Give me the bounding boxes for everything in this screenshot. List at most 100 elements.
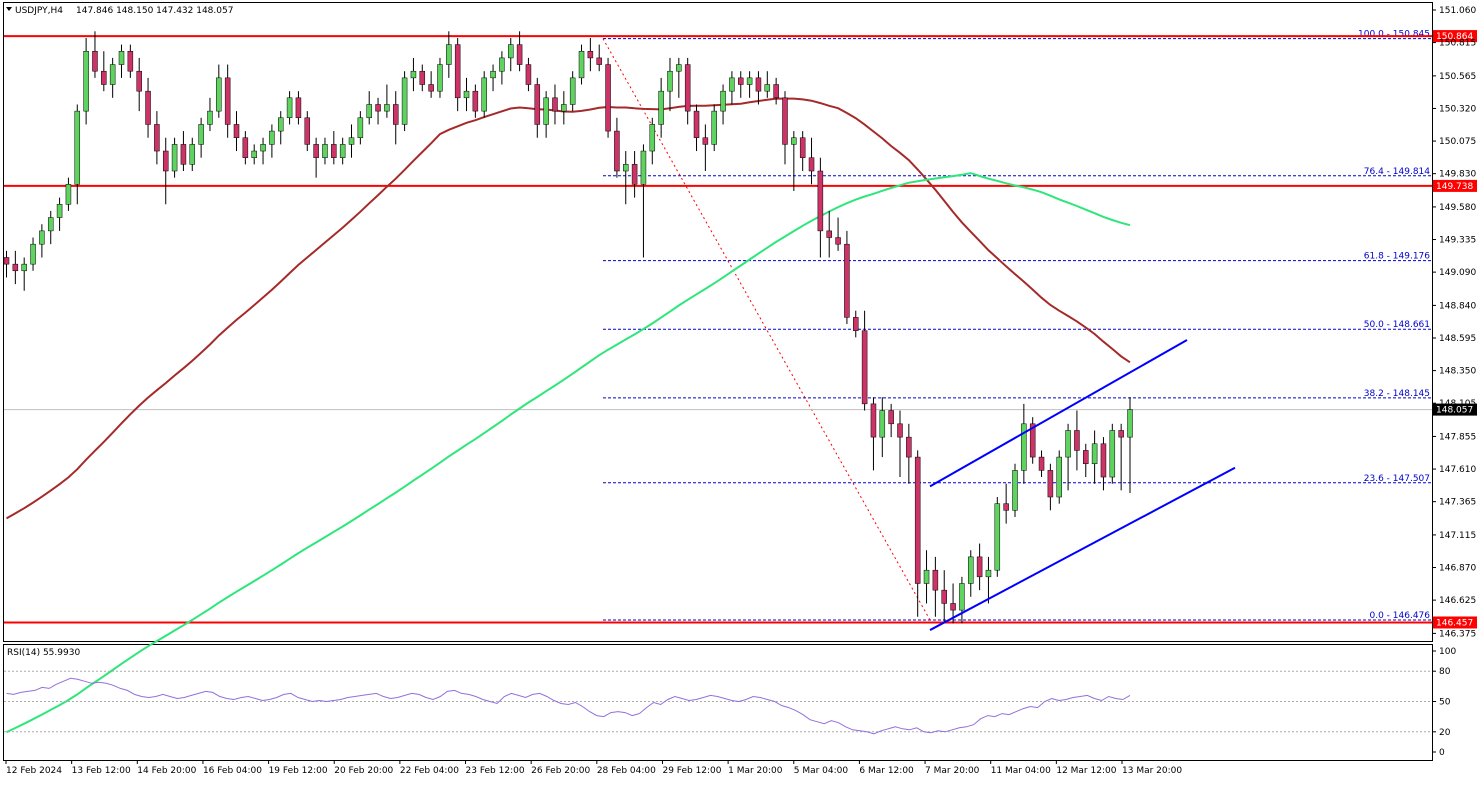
candle-bearish[interactable] [534, 84, 541, 125]
candle-bearish[interactable] [1029, 423, 1036, 458]
candle-bullish[interactable] [764, 84, 771, 92]
candle-bullish[interactable] [198, 124, 204, 145]
candle-bullish[interactable] [269, 130, 275, 145]
candle-bullish[interactable] [879, 410, 886, 438]
candle-bearish[interactable] [888, 410, 894, 425]
candle-bullish[interactable] [437, 64, 443, 92]
candle-bullish[interactable] [171, 144, 178, 172]
candle-bullish[interactable] [189, 144, 196, 165]
candle-bullish[interactable] [791, 137, 797, 145]
candle-bearish[interactable] [304, 117, 311, 145]
candle-bearish[interactable] [587, 50, 594, 59]
candle-bullish[interactable] [499, 57, 505, 72]
candle-bullish[interactable] [322, 144, 328, 158]
candle-bullish[interactable] [1127, 409, 1133, 438]
candle-bullish[interactable] [968, 556, 974, 584]
candle-bullish[interactable] [83, 50, 89, 112]
candle-bearish[interactable] [242, 137, 249, 158]
candle-bullish[interactable] [569, 77, 576, 105]
candle-bearish[interactable] [162, 150, 169, 172]
candle-bullish[interactable] [357, 117, 364, 138]
candle-bullish[interactable] [339, 144, 346, 158]
candle-bearish[interactable] [826, 230, 832, 238]
candle-bullish[interactable] [578, 50, 585, 79]
candle-bullish[interactable] [561, 104, 567, 112]
candle-bearish[interactable] [861, 330, 868, 405]
candle-bearish[interactable] [738, 77, 744, 85]
candle-bullish[interactable] [56, 204, 63, 218]
candle-bearish[interactable] [914, 456, 921, 584]
candle-bearish[interactable] [950, 603, 956, 611]
candle-bearish[interactable] [614, 130, 620, 172]
candle-bullish[interactable] [410, 70, 417, 79]
channel-upper-line[interactable] [929, 339, 1188, 488]
candle-bullish[interactable] [39, 230, 45, 245]
candle-bullish[interactable] [543, 97, 549, 125]
candle-bearish[interactable] [92, 50, 98, 72]
candle-bullish[interactable] [277, 117, 284, 132]
candle-bearish[interactable] [136, 70, 142, 92]
candle-bullish[interactable] [348, 137, 355, 145]
candle-bearish[interactable] [375, 104, 381, 112]
candle-bullish[interactable] [640, 150, 647, 185]
candle-bearish[interactable] [932, 569, 939, 591]
candle-bullish[interactable] [366, 104, 372, 119]
candle-bearish[interactable] [976, 556, 983, 578]
candle-bearish[interactable] [12, 263, 19, 272]
candle-bullish[interactable] [1021, 423, 1027, 471]
candle-bearish[interactable] [295, 97, 302, 119]
candle-bearish[interactable] [331, 144, 337, 158]
candle-bullish[interactable] [1091, 443, 1098, 464]
candle-bearish[interactable] [853, 317, 859, 331]
rsi-panel[interactable] [3, 644, 1433, 761]
candle-bullish[interactable] [507, 44, 514, 59]
candle-bullish[interactable] [65, 184, 72, 205]
candle-bearish[interactable] [313, 144, 319, 158]
candle-bearish[interactable] [755, 77, 762, 92]
candle-bullish[interactable] [649, 124, 656, 152]
candle-bearish[interactable] [1083, 450, 1089, 464]
candle-bearish[interactable] [702, 137, 709, 145]
candle-bullish[interactable] [260, 144, 266, 152]
candle-bullish[interactable] [481, 77, 487, 112]
channel-lower-line[interactable] [929, 466, 1236, 631]
candle-bullish[interactable] [667, 70, 673, 92]
candle-bullish[interactable] [109, 64, 116, 85]
candle-bullish[interactable] [623, 164, 629, 172]
candle-bearish[interactable] [870, 403, 877, 438]
candle-bullish[interactable] [711, 110, 717, 145]
candle-bearish[interactable] [145, 90, 151, 125]
candle-bearish[interactable] [419, 70, 426, 85]
candle-bearish[interactable] [844, 243, 850, 318]
candle-bearish[interactable] [1038, 456, 1045, 471]
candle-bullish[interactable] [729, 77, 735, 92]
moving-average-slow[interactable] [6, 97, 1131, 520]
candle-bearish[interactable] [684, 64, 691, 112]
dropdown-arrow-icon[interactable] [6, 7, 12, 11]
candle-bearish[interactable] [525, 64, 532, 85]
candle-bearish[interactable] [1118, 430, 1124, 438]
rsi-line[interactable] [6, 677, 1131, 735]
candle-bullish[interactable] [216, 77, 222, 112]
candle-bearish[interactable] [906, 436, 912, 458]
candle-bearish[interactable] [1100, 443, 1107, 478]
candle-bullish[interactable] [251, 150, 257, 158]
candle-bullish[interactable] [30, 243, 36, 265]
candle-bullish[interactable] [923, 569, 930, 584]
candle-bearish[interactable] [773, 84, 779, 99]
candle-bullish[interactable] [118, 50, 125, 65]
candle-bearish[interactable] [428, 84, 434, 92]
candle-bullish[interactable] [658, 90, 664, 125]
candle-bearish[interactable] [596, 57, 602, 65]
candle-bearish[interactable] [835, 237, 841, 245]
candle-bearish[interactable] [552, 97, 558, 112]
candle-bullish[interactable] [490, 70, 496, 79]
candle-bearish[interactable] [127, 50, 134, 72]
candle-bullish[interactable] [207, 110, 213, 125]
candle-bearish[interactable] [941, 589, 947, 604]
candle-bullish[interactable] [720, 90, 726, 112]
candle-bearish[interactable] [1003, 503, 1009, 511]
candle-bearish[interactable] [808, 157, 815, 172]
candle-bearish[interactable] [1074, 430, 1080, 451]
candle-bearish[interactable] [693, 110, 700, 138]
